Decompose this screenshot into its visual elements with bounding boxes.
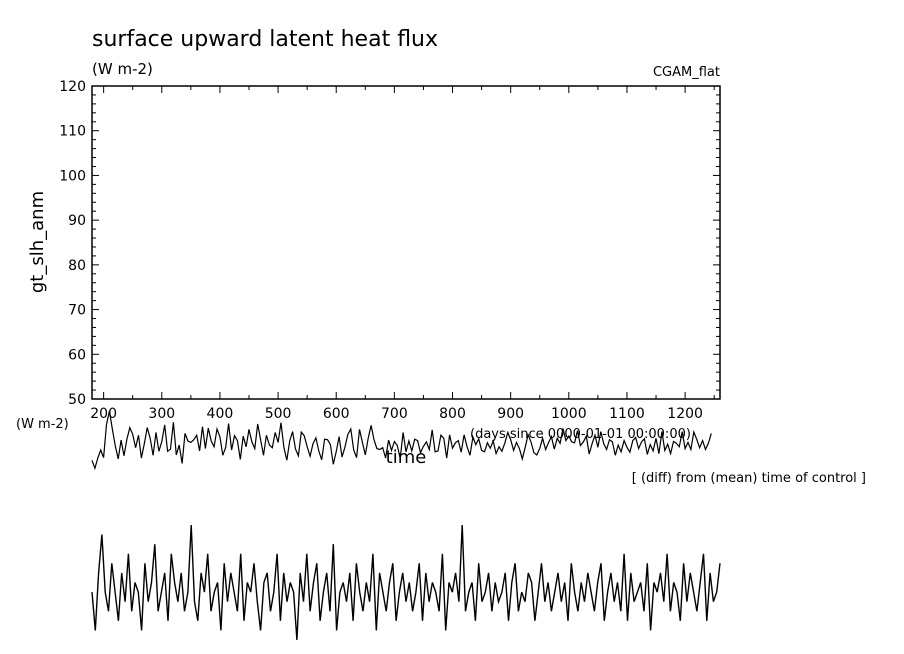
x-tick-label: 200	[90, 406, 117, 422]
x-tick-label: 900	[497, 406, 524, 422]
plot-area: 200 300 400 500 600 700 800 900 1000 1100 1200 50 6…	[59, 79, 721, 471]
x-axis: 200 300 400 500 600 700 800 900 1000 1100 1200	[90, 86, 715, 422]
y-tick-label: 120	[59, 79, 86, 95]
x-tick-label: 300	[148, 406, 175, 422]
inset-timeseries	[91, 524, 721, 641]
y-tick-label: 110	[59, 124, 86, 140]
y-tick-label: 100	[59, 168, 86, 184]
x-tick-label: 600	[323, 406, 350, 422]
y-tick-label: 50	[68, 392, 86, 408]
x-tick-label: 800	[439, 406, 466, 422]
x-tick-label: 1100	[609, 406, 645, 422]
y-tick-label: 60	[68, 347, 86, 363]
y-axis: 50 60 70 80 90 100 110 120	[59, 79, 720, 408]
y-tick-label: 90	[68, 213, 86, 229]
chart-title: surface upward latent heat flux	[92, 27, 438, 52]
x-tick-label: 1000	[551, 406, 587, 422]
run-name-label: CGAM_flat	[653, 65, 720, 80]
y-tick-label: 70	[68, 303, 86, 319]
series-layer	[91, 410, 712, 471]
series-line	[91, 410, 712, 471]
title-units: (W m-2)	[92, 60, 153, 78]
y-axis-units: (W m-2)	[16, 417, 69, 432]
y-tick-label: 80	[68, 258, 86, 274]
inset-line	[91, 524, 721, 641]
plot-frame	[91, 85, 721, 400]
x-tick-label: 1200	[667, 406, 703, 422]
x-tick-label: 400	[207, 406, 234, 422]
x-tick-label: 700	[381, 406, 408, 422]
diff-note: [ (diff) from (mean) time of control ]	[632, 471, 866, 486]
x-tick-label: 500	[265, 406, 292, 422]
y-axis-label: gt_slh_anm	[27, 191, 48, 293]
x-axis-units: (days since 0000-01-01 00:00:00)	[470, 427, 691, 442]
x-axis-label: time	[386, 447, 427, 468]
